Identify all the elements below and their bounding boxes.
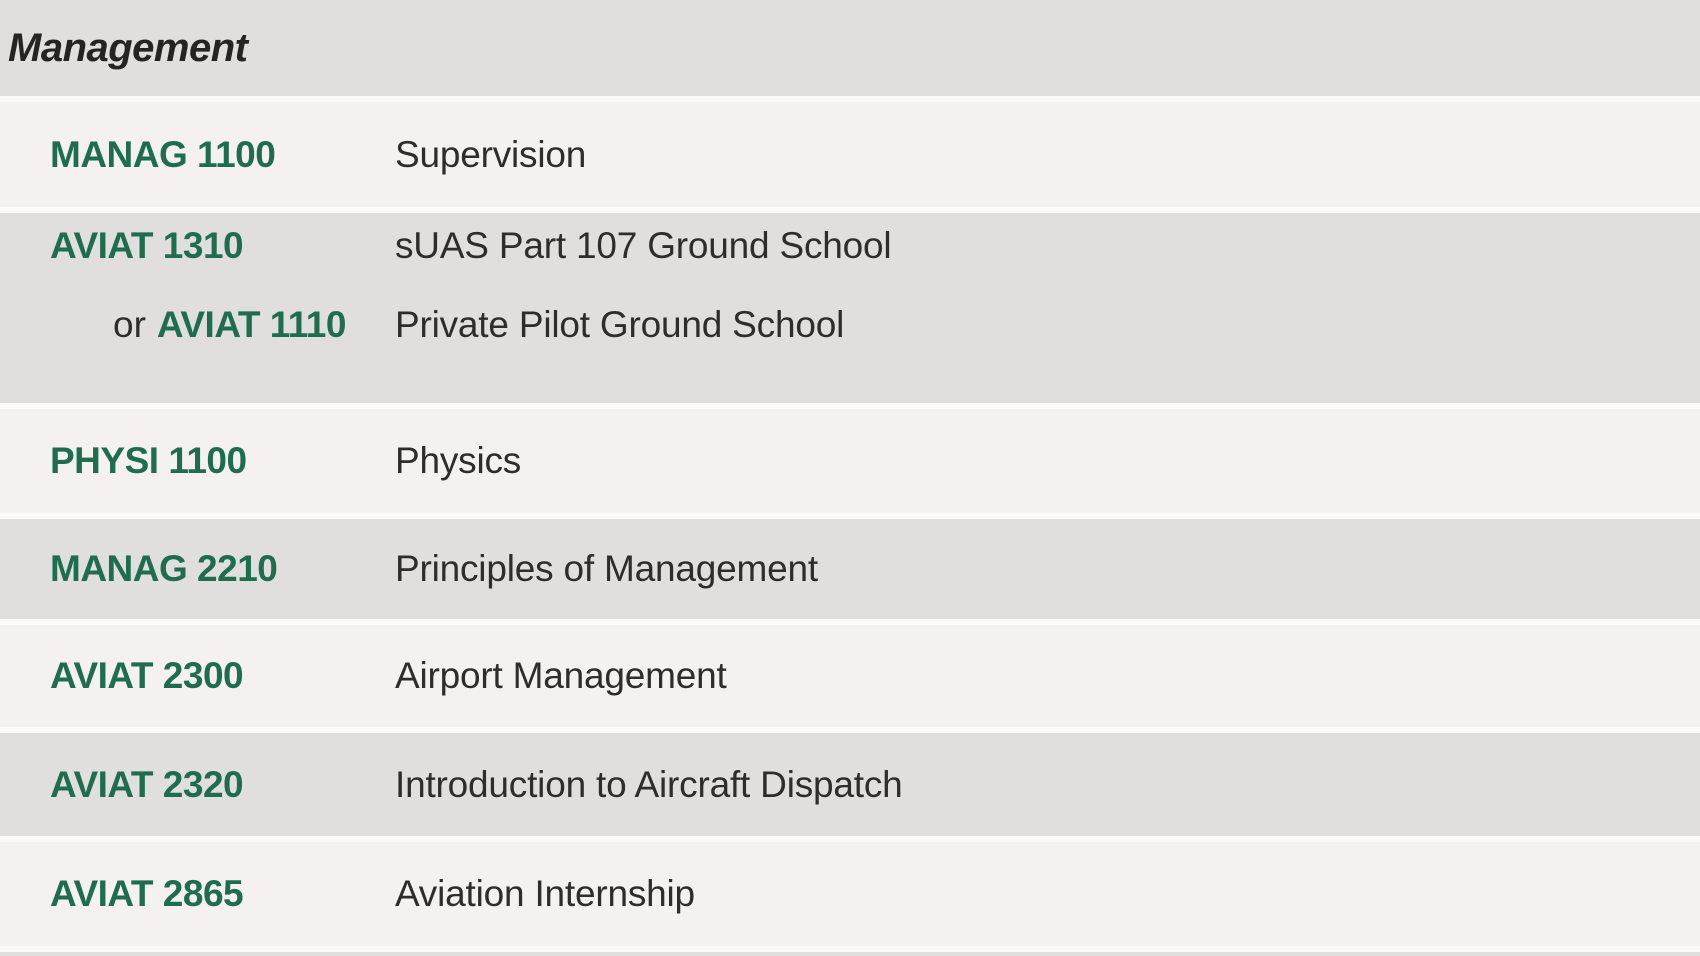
course-title-cell: Aviation Internship xyxy=(395,873,1700,915)
table-row-group: AVIAT 1310 sUAS Part 107 Ground School o… xyxy=(0,213,1700,403)
course-title-cell: Private Pilot Ground School xyxy=(395,304,1700,346)
row-divider xyxy=(0,403,1700,409)
course-code-link[interactable]: AVIAT 1310 xyxy=(50,224,244,266)
course-code-cell: AVIAT 2320 xyxy=(0,764,395,806)
course-code-cell: MANAG 2210 xyxy=(0,548,395,590)
course-title: Supervision xyxy=(395,133,587,175)
course-title: sUAS Part 107 Ground School xyxy=(395,224,892,266)
table-row: PHYSI 1100 Physics xyxy=(0,409,1700,513)
table-row: MANAG 1100 Supervision xyxy=(0,102,1700,207)
course-code-link[interactable]: AVIAT 2865 xyxy=(50,873,244,914)
table-row: AVIAT 2865 Aviation Internship xyxy=(0,842,1700,946)
course-line-alternative: or AVIAT 1110 Private Pilot Ground School xyxy=(0,304,1700,346)
course-code-cell: AVIAT 2865 xyxy=(0,873,395,915)
course-title-cell: sUAS Part 107 Ground School xyxy=(395,225,1700,267)
course-title: Airport Management xyxy=(395,655,727,696)
table-row: AVIAT 2300 Airport Management xyxy=(0,625,1700,727)
course-code-link[interactable]: MANAG 1100 xyxy=(50,133,276,175)
course-code-link[interactable]: AVIAT 2320 xyxy=(50,763,244,805)
course-title-cell: Airport Management xyxy=(395,655,1700,697)
section-header-row: Management xyxy=(0,0,1700,96)
section-title: Management xyxy=(8,25,248,70)
row-divider xyxy=(0,207,1700,213)
course-code-cell: AVIAT 2300 xyxy=(0,655,395,697)
course-code-link[interactable]: MANAG 2210 xyxy=(50,548,278,589)
row-divider xyxy=(0,513,1700,519)
course-line: AVIAT 1310 sUAS Part 107 Ground School xyxy=(0,225,1700,267)
next-row-partial xyxy=(0,952,1700,956)
course-title: Private Pilot Ground School xyxy=(395,303,845,345)
row-divider xyxy=(0,946,1700,952)
table-row: AVIAT 2320 Introduction to Aircraft Disp… xyxy=(0,733,1700,836)
or-prefix: or xyxy=(113,303,146,345)
row-divider xyxy=(0,619,1700,625)
course-title-cell: Supervision xyxy=(395,134,1700,176)
course-title-cell: Introduction to Aircraft Dispatch xyxy=(395,764,1700,806)
course-code-cell: MANAG 1100 xyxy=(0,134,395,176)
course-code-cell: PHYSI 1100 xyxy=(0,440,395,482)
course-title: Physics xyxy=(395,440,522,481)
row-divider xyxy=(0,836,1700,842)
course-code-link[interactable]: PHYSI 1100 xyxy=(50,440,247,481)
course-title: Principles of Management xyxy=(395,548,818,589)
course-title-cell: Principles of Management xyxy=(395,548,1700,590)
course-code-link[interactable]: AVIAT 1110 xyxy=(156,303,347,345)
course-code-cell: AVIAT 1310 xyxy=(0,225,395,267)
course-code-cell: or AVIAT 1110 xyxy=(0,304,395,346)
course-title: Aviation Internship xyxy=(395,873,695,914)
course-title-cell: Physics xyxy=(395,440,1700,482)
table-row: MANAG 2210 Principles of Management xyxy=(0,519,1700,619)
row-divider xyxy=(0,96,1700,102)
row-divider xyxy=(0,727,1700,733)
course-code-link[interactable]: AVIAT 2300 xyxy=(50,655,244,696)
course-title: Introduction to Aircraft Dispatch xyxy=(395,763,903,805)
